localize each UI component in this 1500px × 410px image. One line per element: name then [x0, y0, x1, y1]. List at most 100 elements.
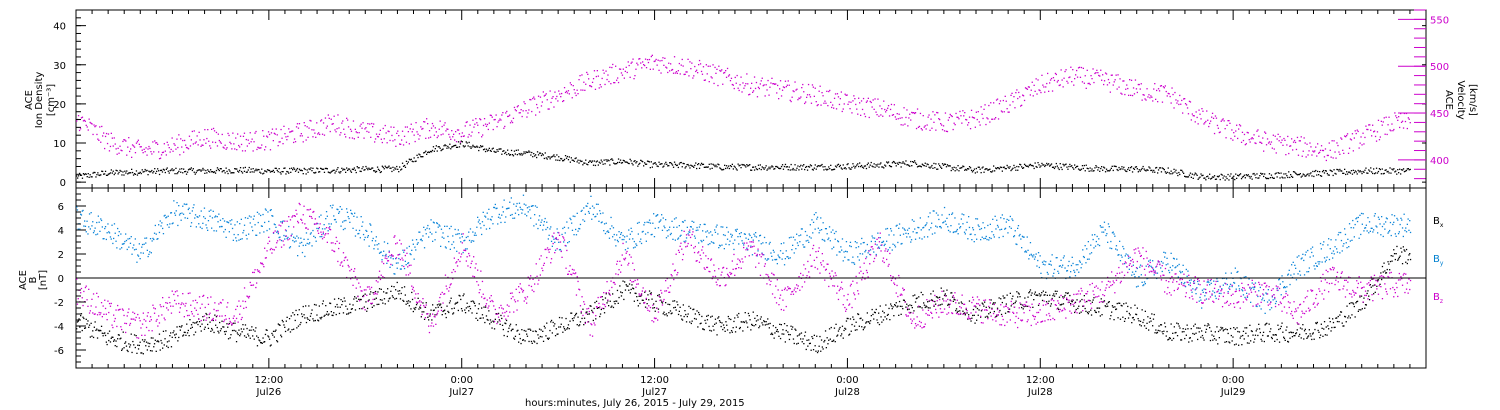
- bx-point: [455, 302, 457, 304]
- bx-point: [374, 290, 377, 293]
- bx-point: [226, 323, 228, 325]
- velocity-point: [1314, 150, 1316, 152]
- bx-point: [305, 321, 308, 324]
- velocity-point: [696, 69, 698, 71]
- density-point: [1208, 177, 1210, 179]
- density-point: [849, 168, 851, 170]
- density-point: [1060, 166, 1062, 169]
- by-point: [497, 223, 499, 225]
- by-point: [90, 212, 92, 214]
- velocity-point: [650, 55, 652, 58]
- by-point: [424, 229, 427, 231]
- velocity-point: [676, 72, 678, 74]
- density-point: [534, 155, 536, 157]
- velocity-point: [1321, 149, 1324, 152]
- bx-point: [529, 328, 531, 330]
- velocity-point: [909, 113, 911, 115]
- velocity-point: [119, 145, 121, 147]
- bx-point: [1319, 334, 1322, 336]
- velocity-point: [1279, 136, 1281, 138]
- density-point: [958, 170, 960, 172]
- bx-point: [1250, 340, 1252, 342]
- by-point: [510, 197, 512, 199]
- velocity-point: [392, 140, 394, 142]
- bx-point: [694, 313, 696, 315]
- density-point: [835, 166, 838, 168]
- velocity-point: [1111, 74, 1113, 76]
- density-point: [877, 163, 879, 165]
- bx-point: [577, 316, 579, 318]
- density-point: [1221, 174, 1223, 176]
- velocity-point: [489, 114, 491, 116]
- bx-point: [346, 308, 349, 310]
- velocity-point: [1067, 82, 1069, 84]
- density-point: [83, 174, 85, 176]
- velocity-point: [272, 140, 274, 142]
- by-point: [246, 238, 248, 240]
- by-point: [354, 212, 356, 214]
- bx-point: [1029, 289, 1032, 291]
- density-point: [909, 165, 911, 167]
- by-point: [147, 255, 149, 258]
- density-point: [167, 170, 169, 172]
- velocity-point: [1266, 138, 1269, 140]
- bx-point: [598, 307, 600, 309]
- density-point: [508, 153, 510, 155]
- density-point: [448, 147, 450, 149]
- density-point: [1240, 178, 1243, 180]
- by-point: [264, 208, 267, 210]
- velocity-point: [689, 61, 691, 63]
- bx-point: [149, 350, 152, 352]
- velocity-point: [1239, 125, 1242, 127]
- by-point: [86, 220, 88, 222]
- bx-point: [1188, 337, 1191, 339]
- velocity-point: [952, 128, 954, 131]
- bx-point: [848, 334, 850, 336]
- density-point: [293, 168, 296, 170]
- bx-point: [121, 349, 123, 351]
- bx-point: [118, 334, 120, 336]
- bx-point: [620, 291, 622, 293]
- bx-point: [714, 318, 717, 320]
- bx-point: [914, 294, 916, 296]
- velocity-point: [432, 125, 435, 127]
- velocity-point: [973, 117, 976, 119]
- by-point: [284, 235, 287, 237]
- density-point: [997, 167, 1000, 169]
- bx-point: [459, 295, 461, 297]
- bx-point: [1341, 322, 1343, 324]
- velocity-point: [629, 76, 631, 78]
- velocity-point: [296, 123, 299, 125]
- bx-point: [673, 300, 676, 302]
- by-point: [332, 204, 334, 206]
- bx-point: [636, 299, 639, 302]
- velocity-point: [1325, 159, 1327, 162]
- bx-point: [1172, 332, 1174, 334]
- density-point: [93, 171, 95, 174]
- velocity-point: [627, 61, 629, 63]
- density-point: [706, 166, 708, 168]
- bx-point: [701, 315, 703, 318]
- velocity-point: [290, 131, 292, 133]
- velocity-point: [1272, 134, 1274, 136]
- bx-point: [516, 330, 518, 332]
- velocity-point: [1197, 123, 1199, 125]
- by-point: [189, 212, 191, 214]
- density-point: [1272, 177, 1274, 179]
- density-point: [709, 168, 711, 170]
- density-point: [880, 162, 882, 164]
- bx-point: [1211, 334, 1213, 336]
- bx-point: [363, 306, 365, 308]
- density-point: [506, 153, 508, 156]
- velocity-point: [1381, 124, 1383, 126]
- velocity-point: [238, 144, 240, 147]
- bx-point: [651, 298, 653, 300]
- density-point: [1005, 168, 1007, 170]
- bx-point: [335, 313, 337, 316]
- density-point: [1331, 170, 1333, 173]
- density-point: [1279, 177, 1281, 179]
- bx-point: [792, 326, 794, 328]
- density-point: [390, 167, 392, 169]
- velocity-point: [455, 141, 458, 143]
- by-point: [401, 265, 403, 267]
